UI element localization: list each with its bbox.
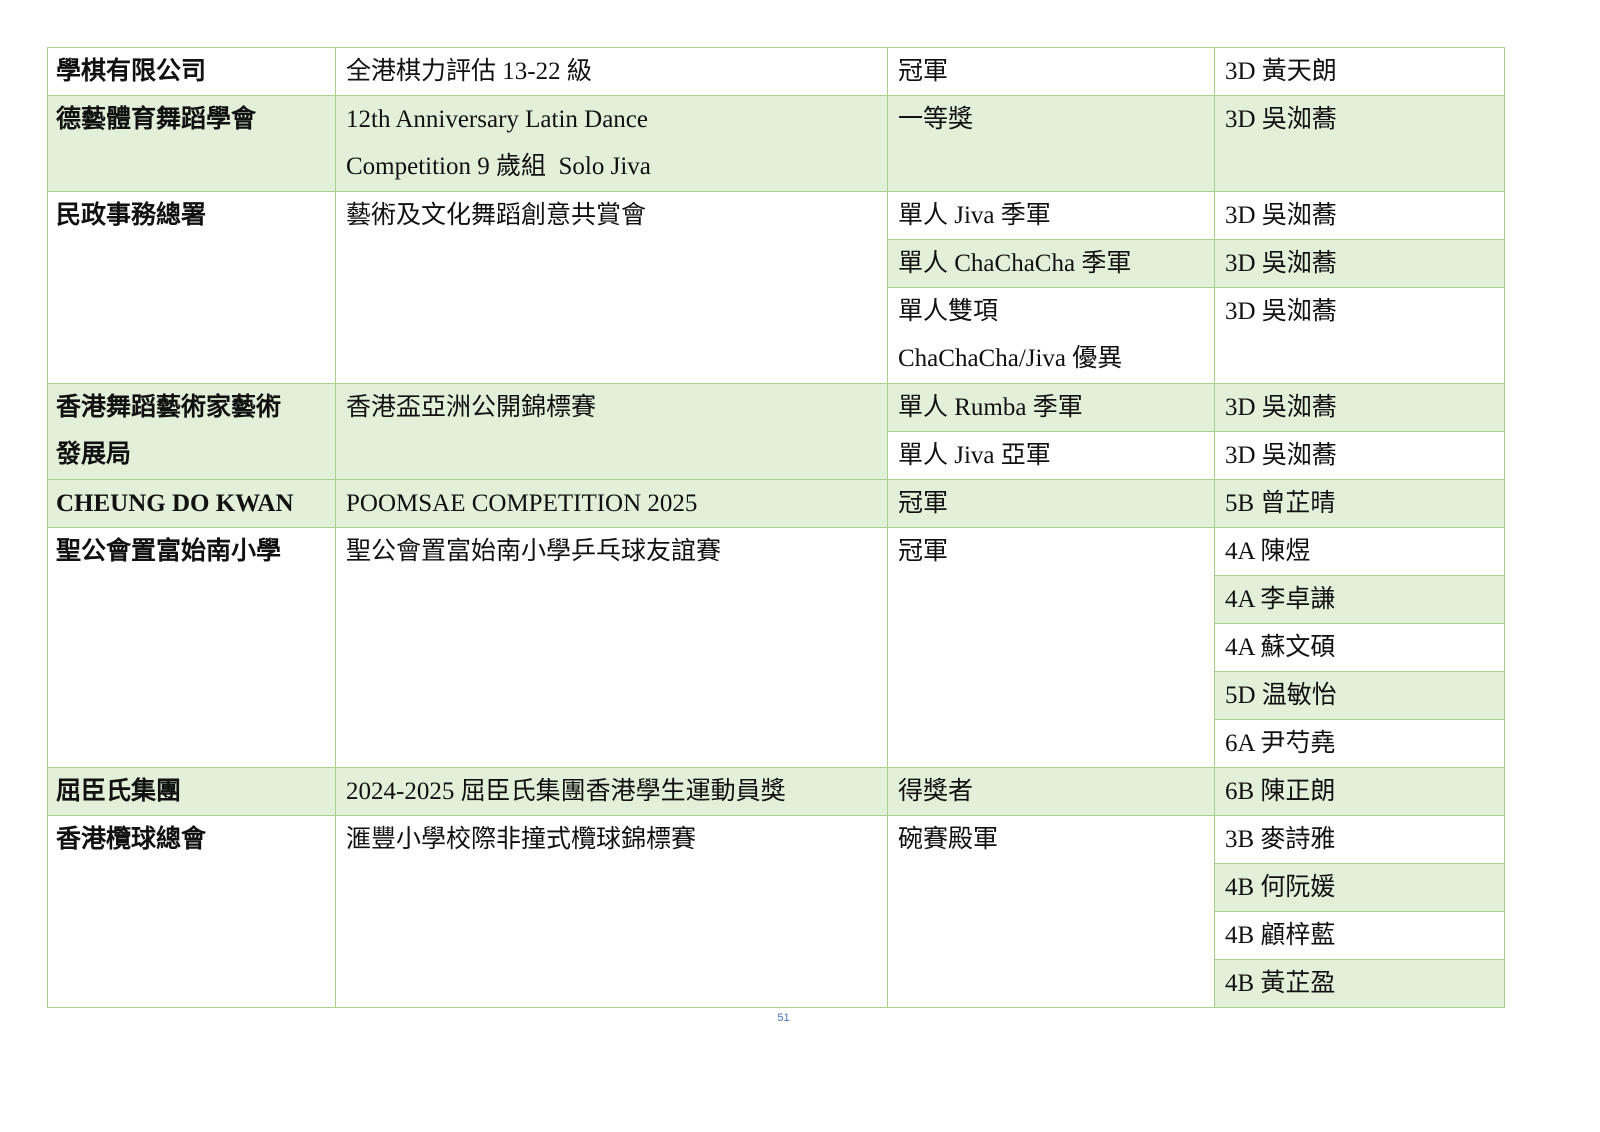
event-cell: 2024-2025 屈臣氏集團香港學生運動員獎 [335,767,888,816]
award-cell: 冠軍 [887,479,1215,528]
event-cell: 香港盃亞洲公開錦標賽 [335,383,888,480]
event-cell: 12th Anniversary Latin Dance Competition… [335,95,888,192]
award-cell: 單人 Rumba 季軍 [887,383,1215,432]
organizer-cell: 聖公會置富始南小學 [47,527,336,768]
student-cell: 5B 曾芷晴 [1214,479,1505,528]
student-cell: 5D 温敏怡 [1214,671,1505,720]
student-cell: 6A 尹芍堯 [1214,719,1505,768]
event-cell: 藝術及文化舞蹈創意共賞會 [335,191,888,384]
organizer-cell: 香港欖球總會 [47,815,336,1008]
student-cell: 3D 黃天朗 [1214,47,1505,96]
student-cell: 3B 麥詩雅 [1214,815,1505,864]
student-cell: 3D 吳洳蕎 [1214,95,1505,192]
event-cell: 全港棋力評估 13-22 級 [335,47,888,96]
student-cell: 4B 顧梓藍 [1214,911,1505,960]
event-cell: 聖公會置富始南小學乒乓球友誼賽 [335,527,888,768]
award-cell: 單人 Jiva 亞軍 [887,431,1215,480]
student-cell: 3D 吳洳蕎 [1214,191,1505,240]
student-cell: 4B 黃芷盈 [1214,959,1505,1008]
organizer-cell: CHEUNG DO KWAN [47,479,336,528]
student-cell: 4A 陳煜 [1214,527,1505,576]
award-cell: 冠軍 [887,527,1215,768]
student-cell: 3D 吳洳蕎 [1214,239,1505,288]
student-cell: 3D 吳洳蕎 [1214,431,1505,480]
event-cell: POOMSAE COMPETITION 2025 [335,479,888,528]
page-number: 51 [777,1012,790,1024]
award-cell: 冠軍 [887,47,1215,96]
award-cell: 碗賽殿軍 [887,815,1215,1008]
award-cell: 一等獎 [887,95,1215,192]
organizer-cell: 香港舞蹈藝術家藝術 發展局 [47,383,336,480]
award-cell: 得獎者 [887,767,1215,816]
student-cell: 3D 吳洳蕎 [1214,383,1505,432]
award-cell: 單人 ChaChaCha 季軍 [887,239,1215,288]
event-cell: 滙豐小學校際非撞式欖球錦標賽 [335,815,888,1008]
student-cell: 3D 吳洳蕎 [1214,287,1505,384]
organizer-cell: 屈臣氏集團 [47,767,336,816]
award-cell: 單人雙項 ChaChaCha/Jiva 優異 [887,287,1215,384]
student-cell: 4A 蘇文碩 [1214,623,1505,672]
award-cell: 單人 Jiva 季軍 [887,191,1215,240]
student-cell: 6B 陳正朗 [1214,767,1505,816]
student-cell: 4B 何阮媛 [1214,863,1505,912]
organizer-cell: 民政事務總署 [47,191,336,384]
organizer-cell: 學棋有限公司 [47,47,336,96]
organizer-cell: 德藝體育舞蹈學會 [47,95,336,192]
student-cell: 4A 李卓謙 [1214,575,1505,624]
